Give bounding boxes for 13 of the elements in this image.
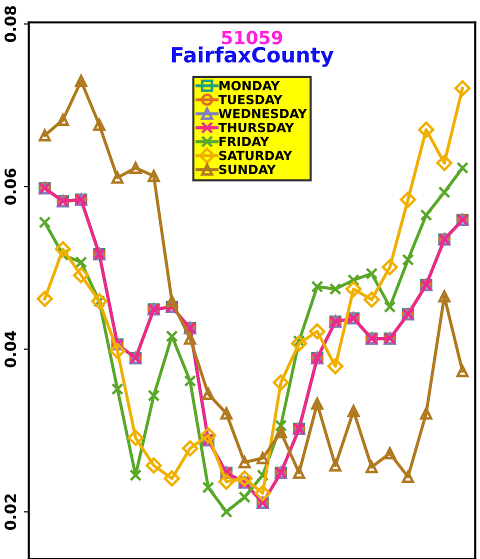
text: FairfaxCounty bbox=[172, 46, 334, 67]
y-tick-label: 0.02 bbox=[4, 494, 16, 530]
legend-label: FRIDAY bbox=[219, 136, 270, 146]
legend-label: SATURDAY bbox=[219, 150, 292, 160]
y-tick-label: 0.04 bbox=[4, 331, 16, 368]
y-tick-label: 0.08 bbox=[4, 6, 16, 42]
chart-title: 51059 bbox=[222, 30, 282, 44]
legend-label: THURSDAY bbox=[218, 122, 294, 132]
legend-label: SUNDAY bbox=[219, 164, 276, 174]
legend-label: WEDNESDAY bbox=[218, 108, 308, 118]
legend-label: TUESDAY bbox=[218, 94, 283, 104]
legend-label: MONDAY bbox=[219, 80, 280, 90]
y-tick-label: 0.06 bbox=[4, 168, 16, 205]
